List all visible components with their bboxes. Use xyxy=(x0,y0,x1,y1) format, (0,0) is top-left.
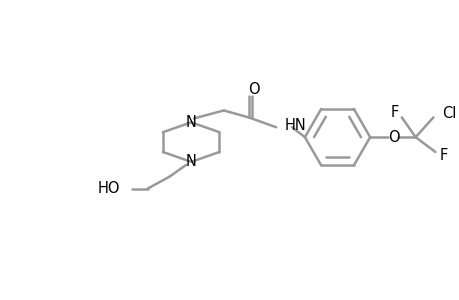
Text: HO: HO xyxy=(97,181,120,196)
Text: HN: HN xyxy=(284,118,305,133)
Text: N: N xyxy=(185,154,196,169)
Text: Cl: Cl xyxy=(442,106,456,121)
Text: O: O xyxy=(387,130,399,145)
Text: N: N xyxy=(185,115,196,130)
Text: F: F xyxy=(438,148,447,164)
Text: F: F xyxy=(390,105,398,120)
Text: O: O xyxy=(247,82,259,97)
